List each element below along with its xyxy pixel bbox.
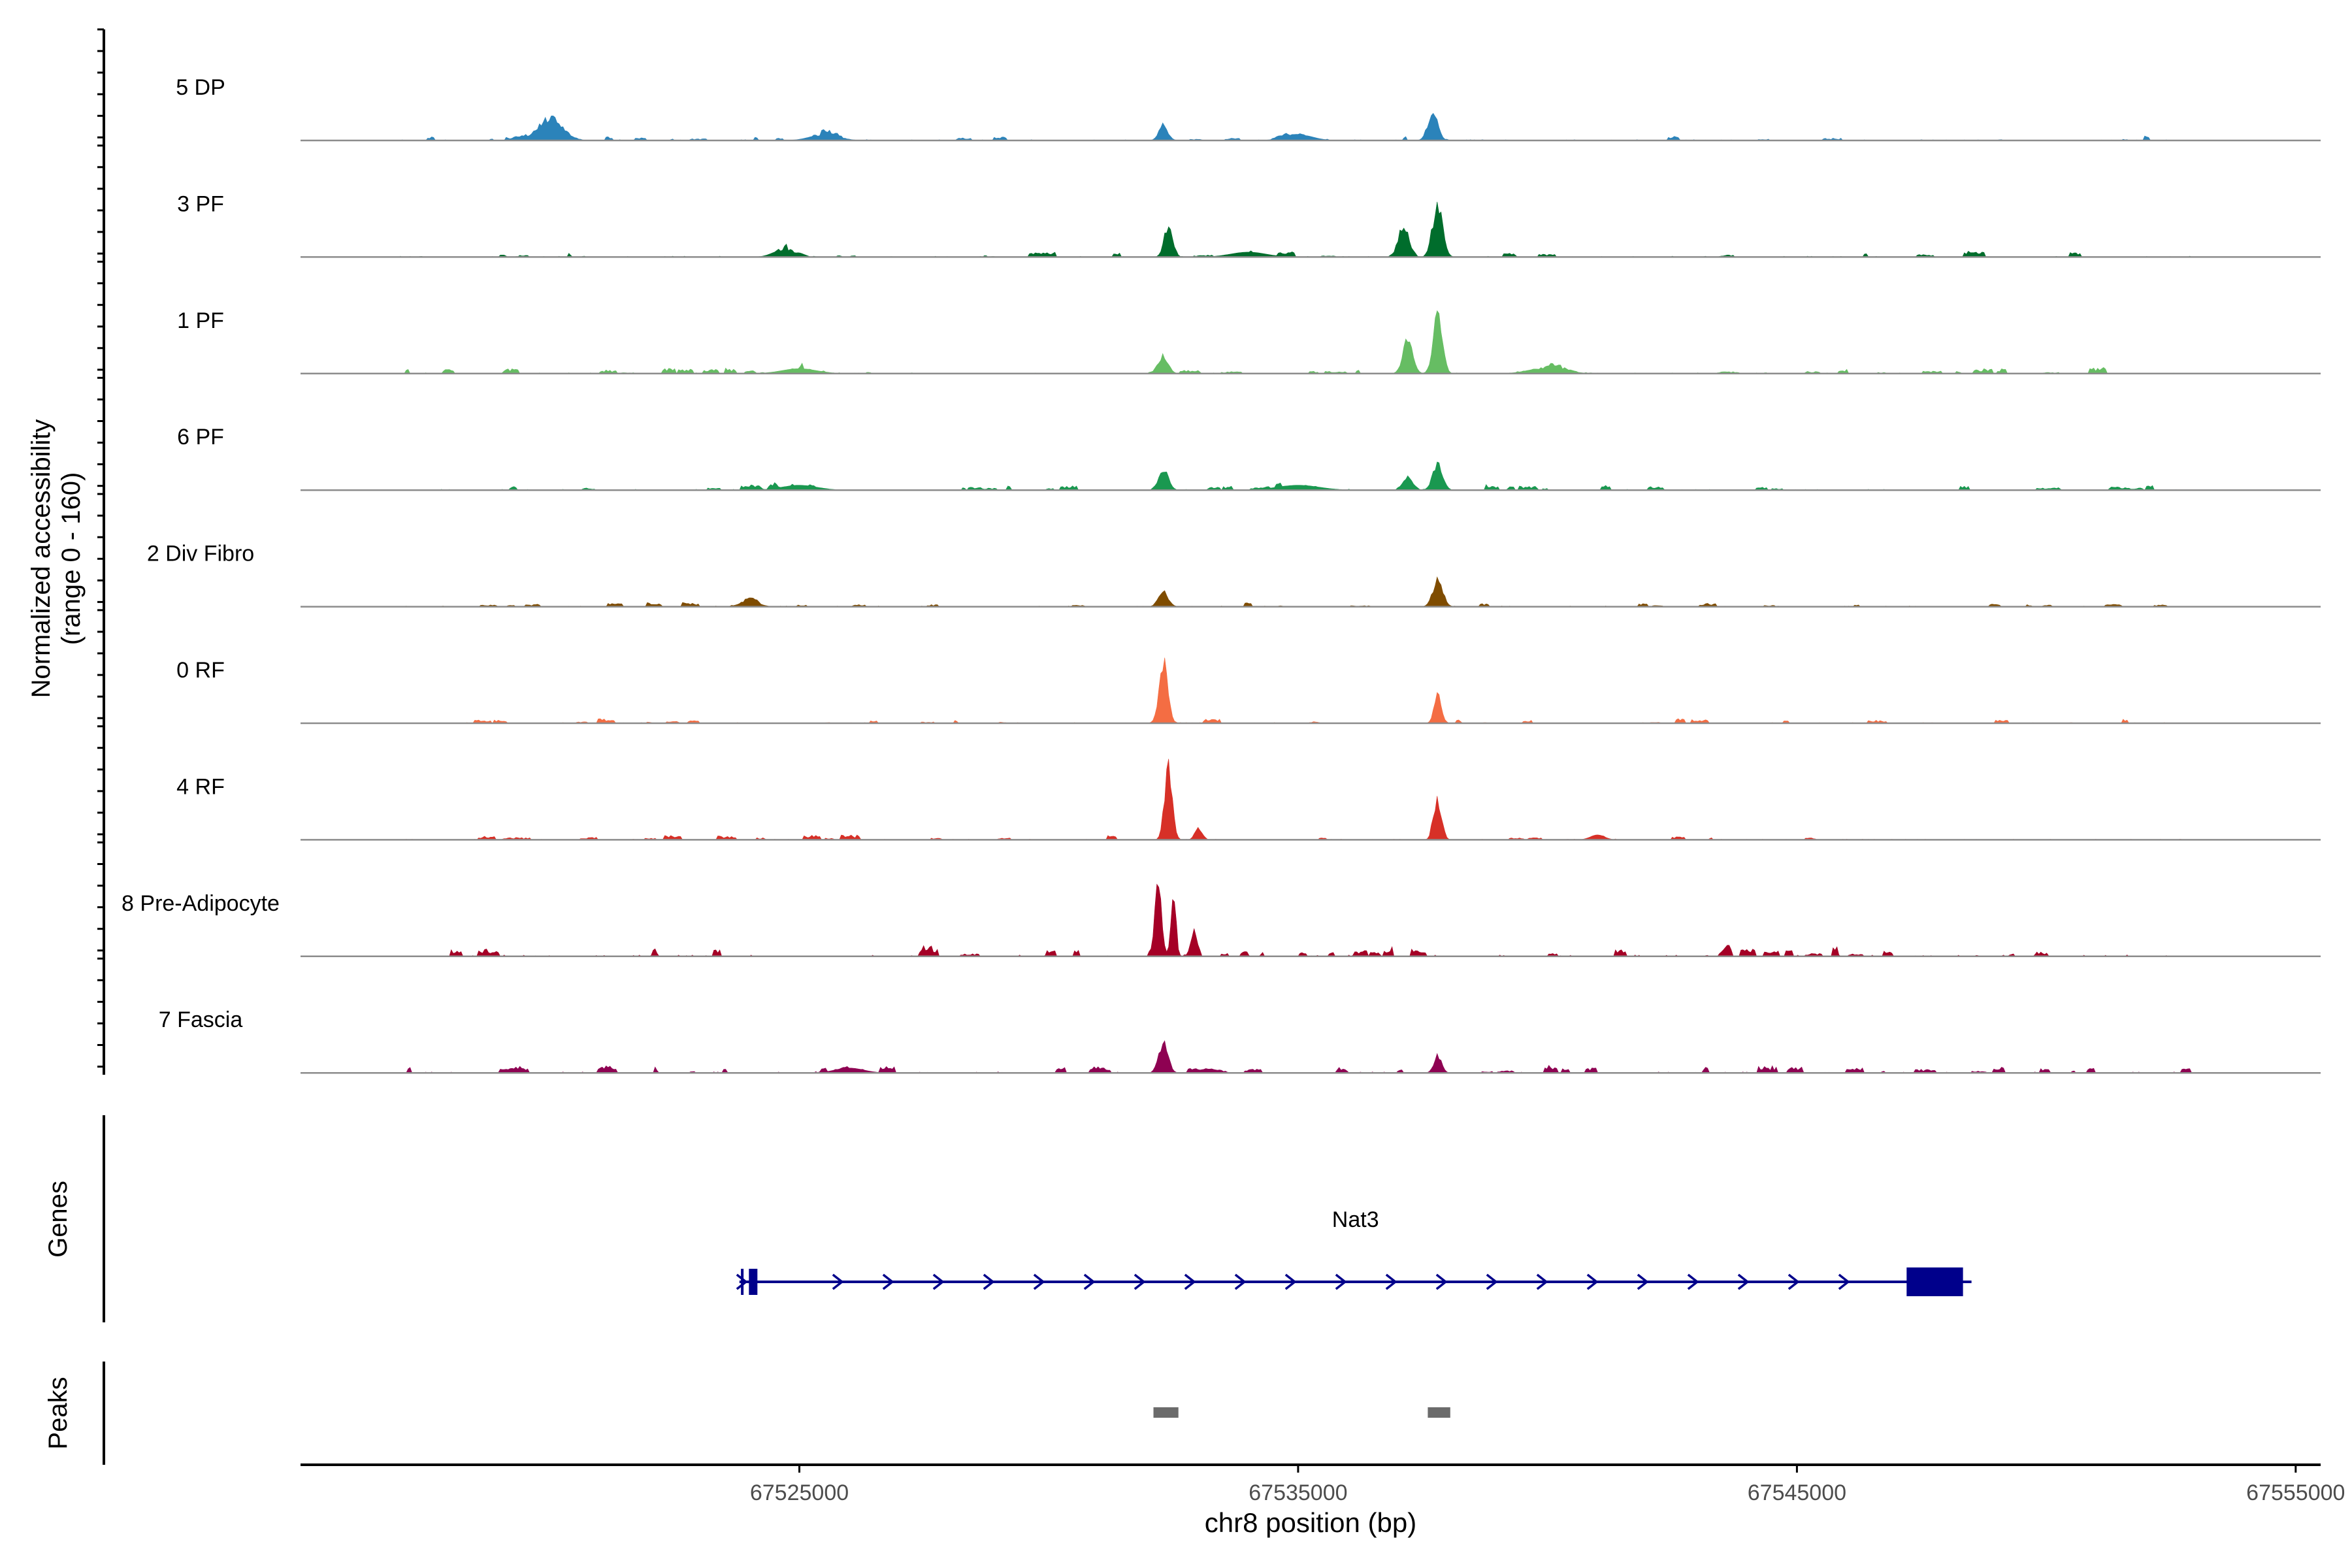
strand-arrow — [1033, 1273, 1045, 1290]
coverage-area — [400, 112, 2197, 141]
strand-arrow — [1536, 1273, 1548, 1290]
accessibility-axis — [97, 28, 105, 1075]
strand-arrow — [1335, 1273, 1347, 1290]
track-7-fascia: 7 Fascia — [159, 1007, 2321, 1074]
strand-arrow — [1737, 1273, 1750, 1290]
coverage-area — [400, 310, 2197, 374]
coverage-area — [400, 201, 2197, 257]
track-0-rf: 0 RF — [176, 657, 2321, 725]
strand-arrow — [1586, 1273, 1599, 1290]
gene-exon — [1906, 1267, 1963, 1296]
x-axis: 67525000 67535000 67545000 67555000 — [301, 1463, 2345, 1505]
track-label: 3 PF — [177, 191, 224, 216]
track-1-pf: 1 PF — [177, 308, 2321, 375]
peak-track — [1153, 1407, 1450, 1418]
track-label: 6 PF — [177, 425, 224, 449]
strand-arrow — [983, 1273, 995, 1290]
strand-arrow — [1134, 1273, 1146, 1290]
strand-arrow — [1838, 1273, 1850, 1290]
track-label: 5 DP — [176, 75, 225, 100]
coverage-tracks: 5 DP 3 PF 1 PF 6 PF 2 Div Fibro 0 RF 4 RF 8 Pre… — [122, 75, 2321, 1074]
track-label: 7 Fascia — [159, 1007, 243, 1032]
coverage-area — [400, 461, 2197, 491]
genes-axis-label: Genes — [44, 1181, 73, 1258]
track-8-pre-adipocyte: 8 Pre-Adipocyte — [122, 883, 2321, 958]
strand-arrow — [932, 1273, 945, 1290]
track-label: 8 Pre-Adipocyte — [122, 891, 280, 916]
strand-arrow — [1486, 1273, 1498, 1290]
coverage-area — [400, 657, 2197, 724]
track-label: 4 RF — [176, 774, 225, 799]
gene-track: Nat3 — [736, 1207, 1972, 1296]
track-2-div-fibro: 2 Div Fibro — [147, 542, 2321, 608]
track-4-rf: 4 RF — [176, 759, 2321, 841]
strand-arrow — [1184, 1273, 1196, 1290]
track-label: 1 PF — [177, 308, 224, 333]
track-6-pf: 6 PF — [177, 425, 2321, 491]
track-label: 2 Div Fibro — [147, 542, 254, 566]
coverage-area — [400, 883, 2197, 957]
x-tick-label: 67555000 — [2246, 1480, 2345, 1505]
strand-arrow — [1637, 1273, 1649, 1290]
coverage-area — [400, 759, 2197, 840]
coverage-area — [400, 576, 2197, 607]
strand-arrow — [736, 1273, 748, 1290]
strand-arrow — [1435, 1273, 1448, 1290]
strand-arrow — [1788, 1273, 1800, 1290]
x-tick-label: 67545000 — [1748, 1480, 1846, 1505]
strand-arrow — [1083, 1273, 1096, 1290]
gene-name: Nat3 — [1332, 1207, 1379, 1232]
peak-region — [1153, 1407, 1179, 1418]
strand-arrow — [882, 1273, 894, 1290]
strand-arrow — [1234, 1273, 1247, 1290]
track-label: 0 RF — [176, 658, 225, 683]
track-5-dp: 5 DP — [176, 75, 2321, 142]
peak-region — [1428, 1407, 1450, 1418]
coverage-area — [400, 1040, 2197, 1073]
gene-exon — [741, 1269, 744, 1295]
strand-arrow — [1284, 1273, 1297, 1290]
strand-arrow — [832, 1273, 844, 1290]
gene-exon — [749, 1269, 758, 1295]
strand-arrow — [1385, 1273, 1397, 1290]
strand-arrow — [1687, 1273, 1699, 1290]
y-axis-title-line2: (range 0 - 160) — [57, 472, 86, 645]
peaks-axis-label: Peaks — [44, 1377, 73, 1449]
x-tick-label: 67535000 — [1249, 1480, 1347, 1505]
y-axis-title-line1: Normalized accessibility — [27, 419, 56, 698]
track-3-pf: 3 PF — [177, 191, 2321, 258]
x-axis-title: chr8 position (bp) — [1205, 1507, 1417, 1538]
x-tick-label: 67525000 — [750, 1480, 849, 1505]
